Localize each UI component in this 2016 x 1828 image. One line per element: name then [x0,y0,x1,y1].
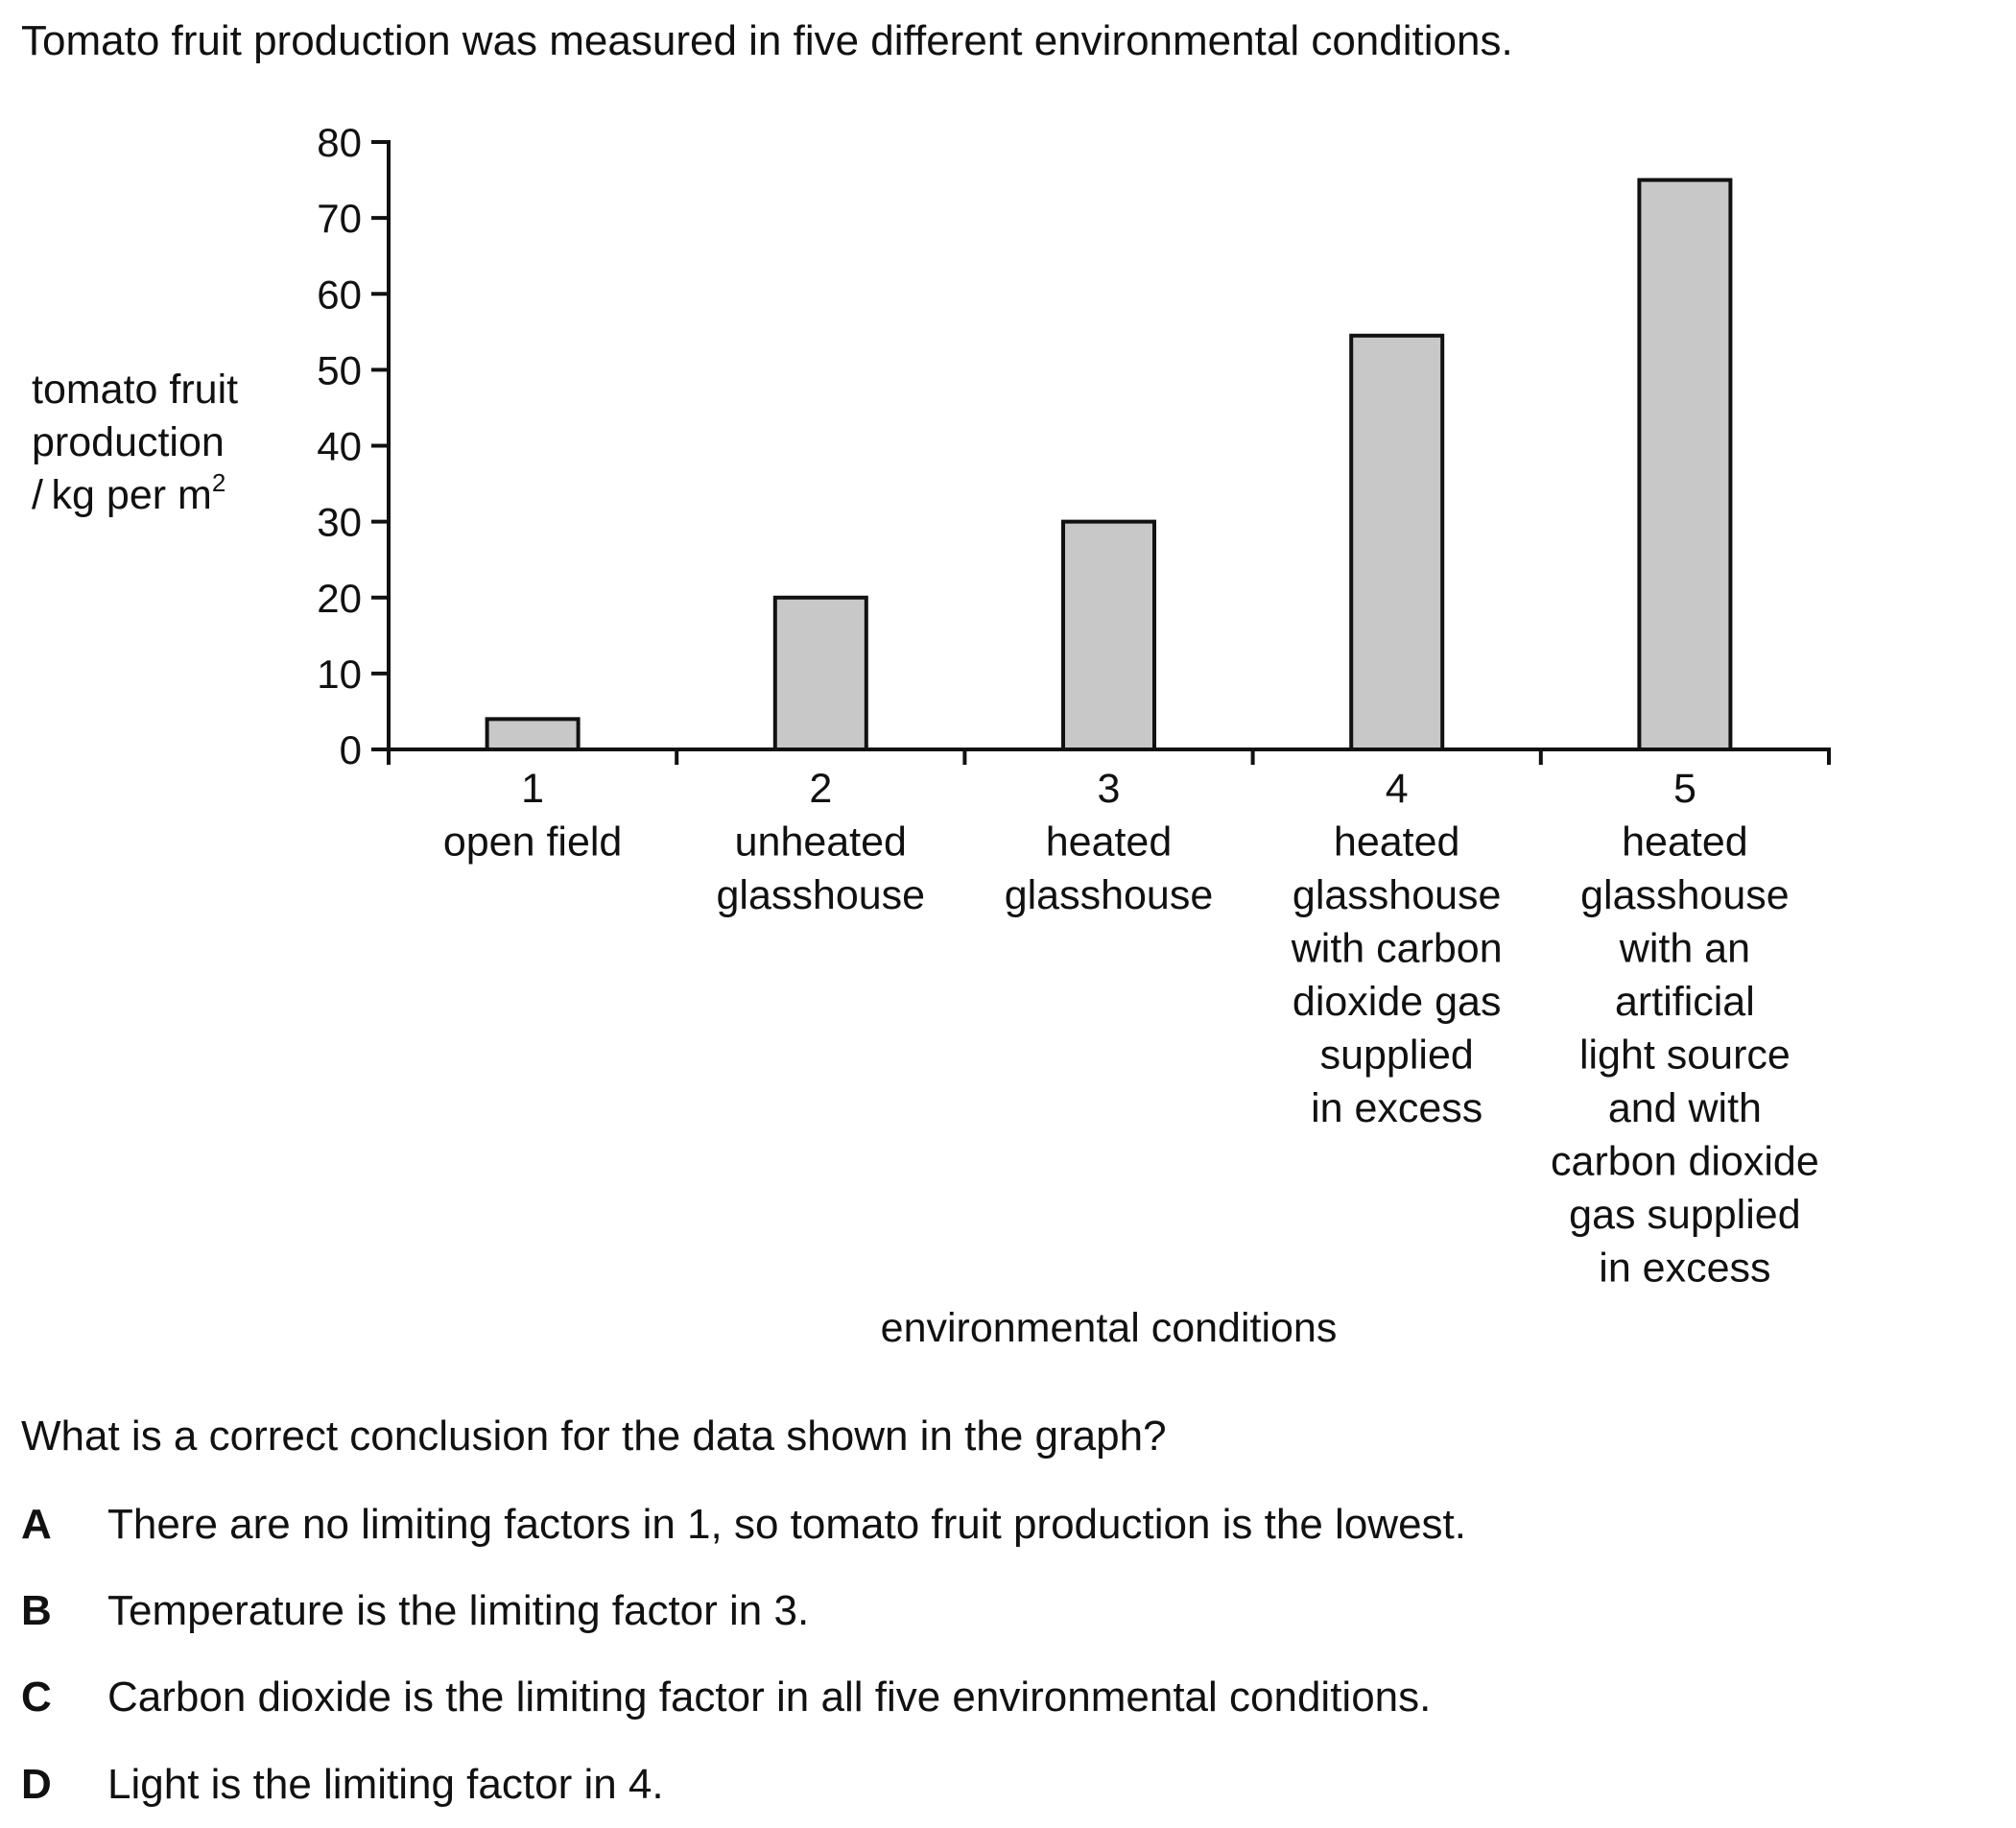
y-axis-label-superscript: 2 [212,468,225,497]
category-description-5: and with [1608,1085,1762,1131]
y-tick-label-0: 0 [340,727,362,772]
option-d[interactable]: D Light is the limiting factor in 4. [21,1761,664,1809]
category-description-3: glasshouse [1005,872,1214,918]
x-axis-label: environmental conditions [881,1305,1338,1351]
category-description-3: heated [1046,819,1173,866]
bar-2 [772,595,868,751]
category-description-2: unheated [735,819,907,866]
category-description-5: artificial [1615,979,1755,1025]
x-tick-label-3: 3 [1098,766,1121,812]
option-a-text: There are no limiting factors in 1, so t… [107,1501,1466,1548]
y-axis-label: / kg per m2 [32,468,225,518]
y-axis-label: production [32,419,225,465]
y-tick-label-40: 40 [317,424,362,469]
y-tick-label-70: 70 [317,196,362,241]
option-d-letter: D [21,1761,52,1808]
category-description-5: light source [1579,1033,1791,1079]
y-tick-label-60: 60 [317,272,362,317]
option-a-letter: A [21,1501,52,1548]
bar-4 [1349,333,1445,751]
bar-1 [485,717,581,751]
option-c-letter: C [21,1674,52,1721]
y-axis-label: tomato fruit [32,367,238,413]
category-description-5: gas supplied [1569,1192,1800,1238]
option-b-letter: B [21,1587,52,1634]
category-description-4: with carbon [1291,926,1503,972]
intro-text: Tomato fruit production was measured in … [21,17,1513,64]
x-tick-label-5: 5 [1673,766,1696,812]
category-description-4: in excess [1311,1085,1482,1131]
y-tick-label-10: 10 [317,652,362,697]
y-tick-label-20: 20 [317,576,362,621]
y-tick-label-30: 30 [317,500,362,545]
x-tick-label-2: 2 [809,766,832,812]
bar-3 [1061,519,1156,751]
category-description-5: heated [1622,819,1748,866]
option-b-text: Temperature is the limiting factor in 3. [107,1587,810,1634]
y-tick-label-80: 80 [317,120,362,165]
y-tick-label-50: 50 [317,347,362,392]
x-tick-label-1: 1 [521,766,544,812]
option-d-text: Light is the limiting factor in 4. [107,1761,664,1808]
option-a[interactable]: A There are no limiting factors in 1, so… [21,1501,1466,1549]
bar-5 [1637,178,1733,751]
category-description-4: glasshouse [1293,872,1502,918]
x-tick-label-4: 4 [1386,766,1409,812]
category-description-2: glasshouse [717,872,926,918]
option-c[interactable]: C Carbon dioxide is the limiting factor … [21,1674,1431,1721]
category-description-4: heated [1334,819,1460,866]
category-description-5: carbon dioxide [1551,1139,1819,1185]
category-description-5: glasshouse [1580,872,1790,918]
category-description-5: with an [1619,926,1750,972]
category-description-5: in excess [1599,1246,1770,1292]
option-b[interactable]: B Temperature is the limiting factor in … [21,1587,809,1635]
option-c-text: Carbon dioxide is the limiting factor in… [107,1674,1432,1721]
category-description-4: supplied [1320,1033,1474,1079]
question-text: What is a correct conclusion for the dat… [21,1413,1167,1460]
category-description-1: open field [443,819,623,866]
bar-chart: 0 10 20 30 40 50 60 70 80 1 open field 2 unheated gla… [32,120,1831,1351]
category-description-4: dioxide gas [1293,979,1502,1025]
